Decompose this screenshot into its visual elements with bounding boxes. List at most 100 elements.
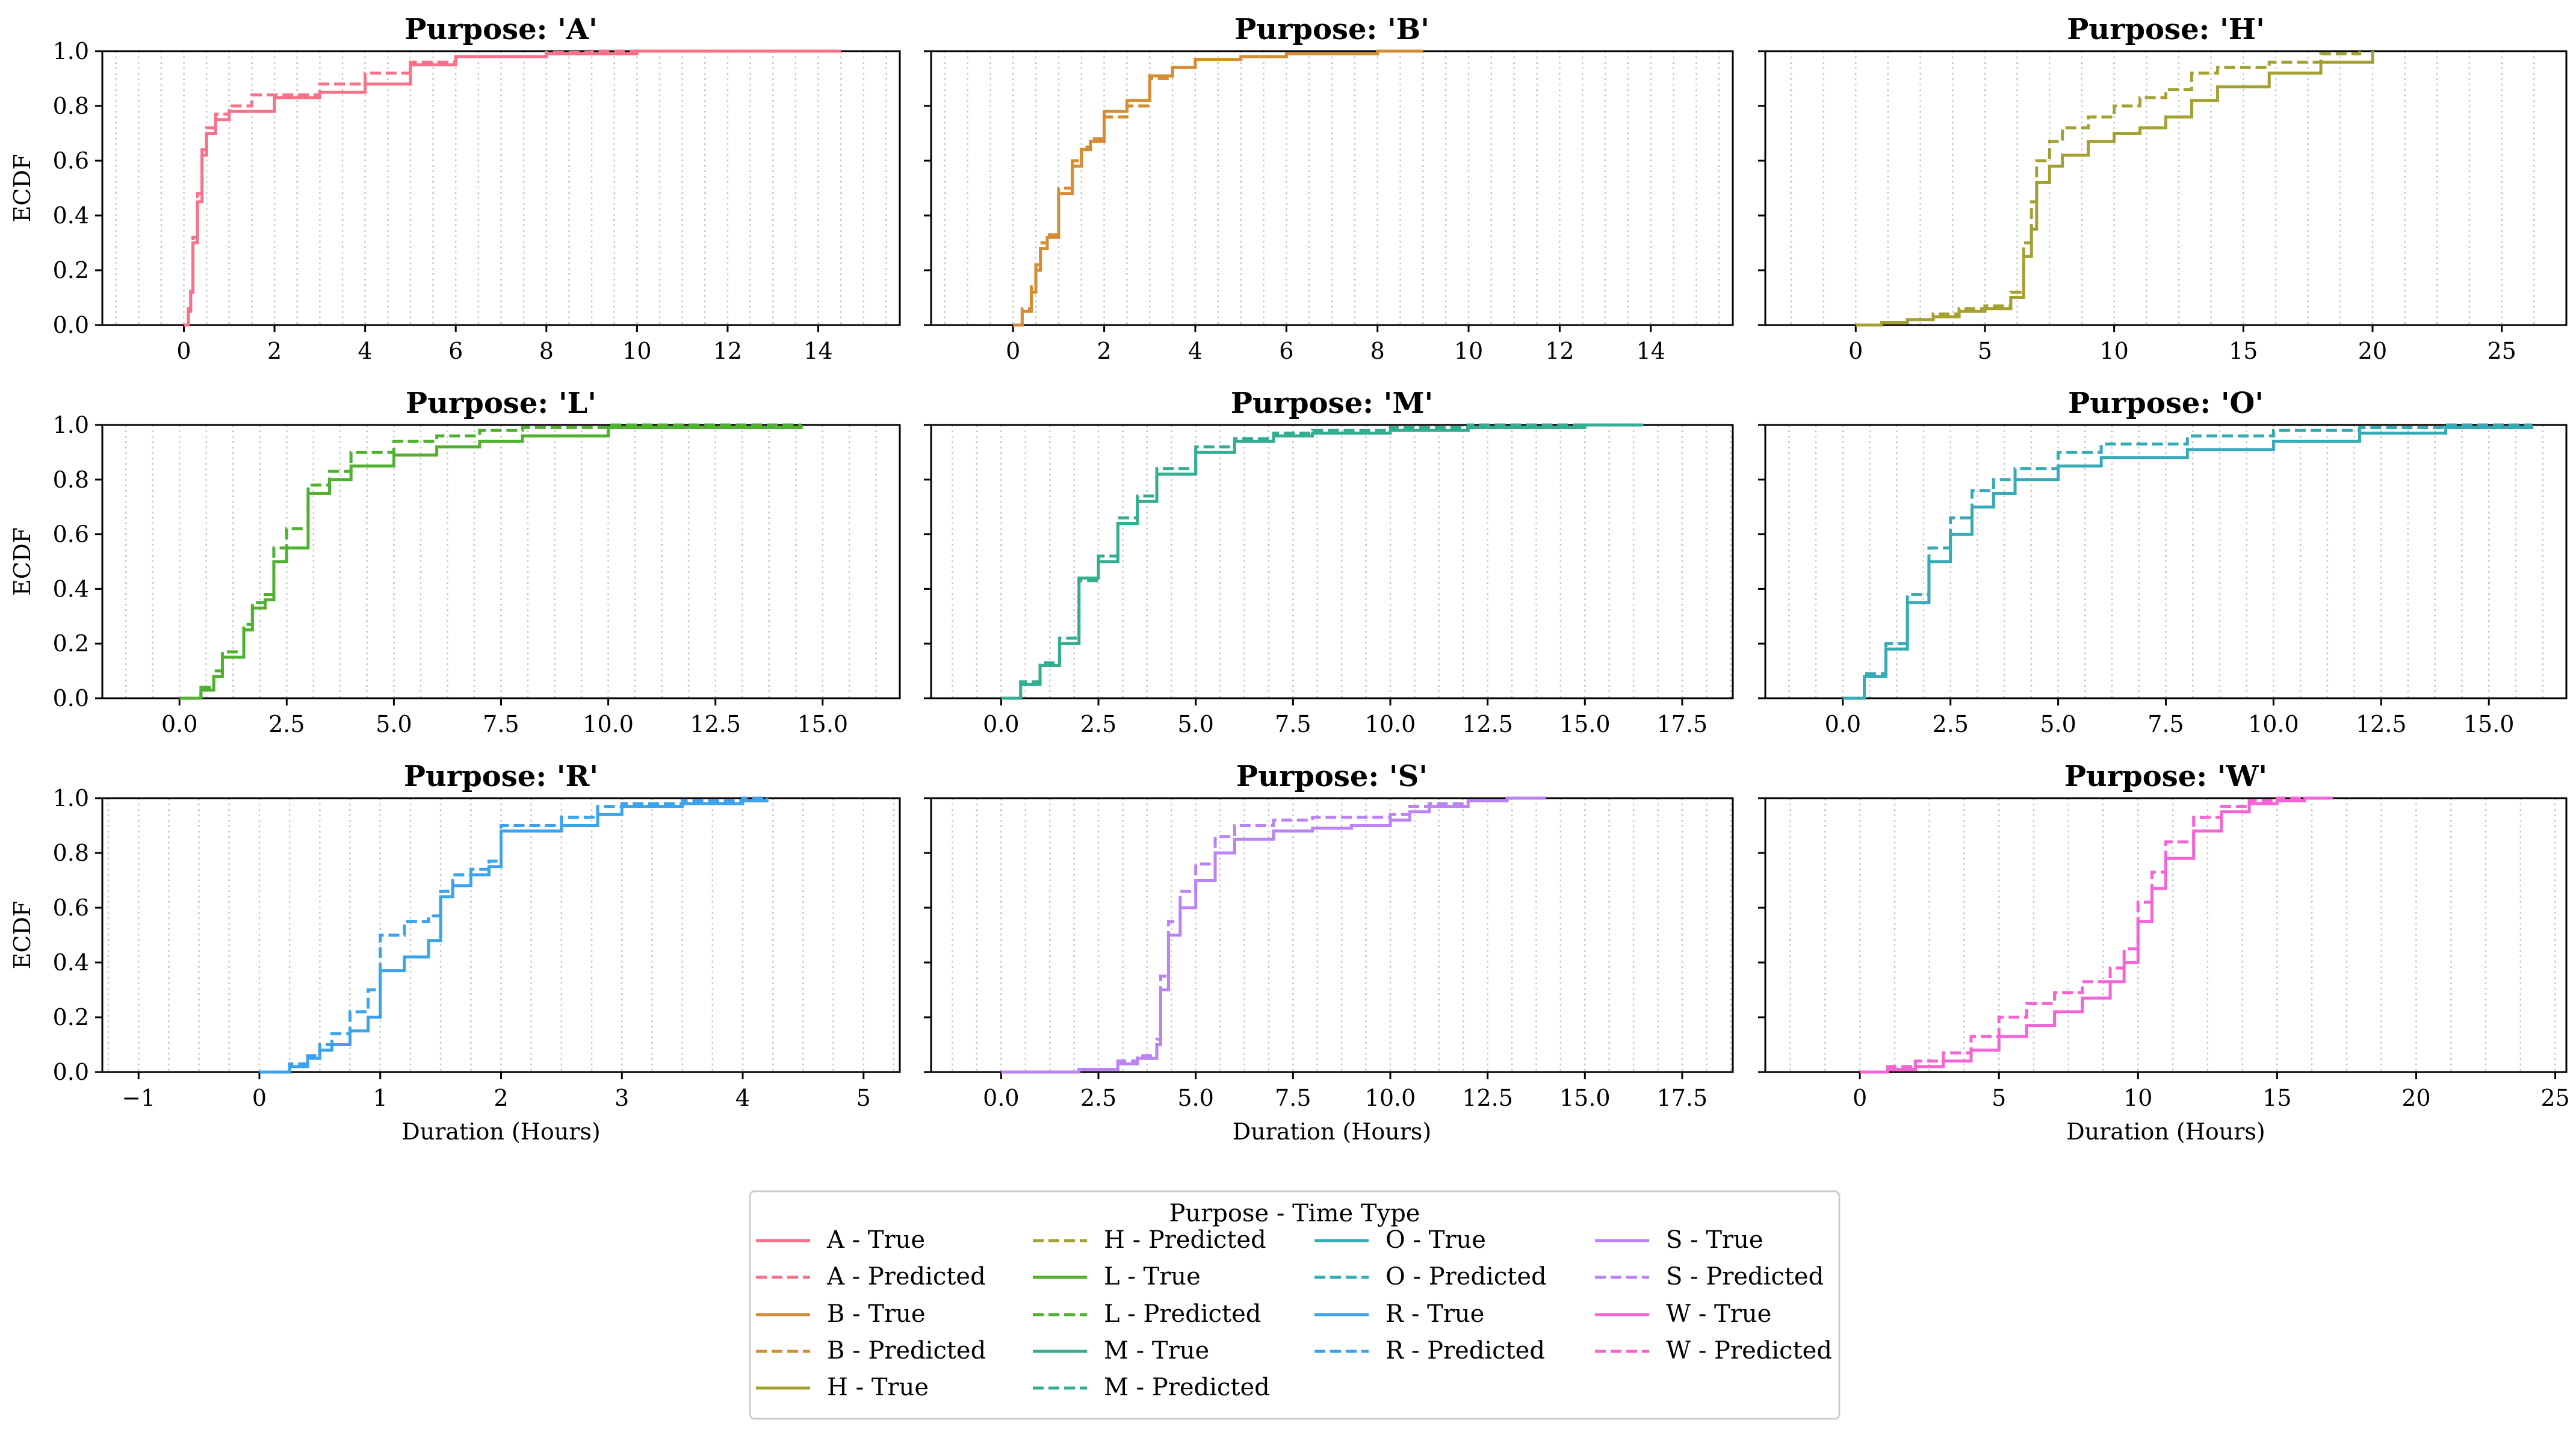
legend-entry-label: H - True (827, 1374, 929, 1401)
x-tick-label: 2.5 (1080, 711, 1116, 737)
grid-lines (952, 425, 1732, 698)
x-tick-label: 3 (615, 1085, 629, 1111)
legend-entry-label: L - True (1104, 1263, 1201, 1291)
x-tick-label: 6 (448, 338, 463, 364)
x-tick-label: 2.5 (1932, 711, 1968, 737)
x-tick-label: 15 (2229, 338, 2258, 364)
panel-title: Purpose: 'R' (404, 760, 598, 793)
y-tick-label: 0.0 (53, 312, 89, 338)
x-tick-label: 5 (1992, 1085, 2006, 1111)
panel: 0 5 10 15 20 25 Purpose: 'H' (1758, 13, 2568, 364)
legend-title: Purpose - Time Type (1169, 1200, 1420, 1227)
y-tick-label: 0.0 (53, 685, 89, 711)
x-tick-label: 15 (2262, 1085, 2291, 1111)
x-axis-label: Duration (Hours) (2066, 1118, 2265, 1145)
panel: 0 2 4 6 8 10 12 14 Purpose: 'B' (924, 13, 1734, 364)
x-tick-label: 5 (856, 1085, 871, 1111)
grid-lines (125, 425, 878, 698)
legend-entry-label: L - Predicted (1104, 1300, 1261, 1328)
x-tick-label: 2 (267, 338, 282, 364)
legend-entry-label: O - Predicted (1386, 1263, 1547, 1291)
legend-entry-label: B - True (827, 1300, 926, 1328)
panel: 0.0 2.5 5.0 7.5 10.0 12.5 15.0 Purpose: 'O' (1758, 386, 2568, 737)
series-true-line (1842, 425, 2534, 700)
x-tick-label: 15.0 (797, 711, 848, 737)
x-tick-label: 10.0 (2248, 711, 2299, 737)
y-tick-label: 0.4 (53, 949, 89, 976)
panel-title: Purpose: 'M' (1231, 386, 1433, 420)
panel: 0.0 2.5 5.0 7.5 10.0 12.5 15.0 17.5 Purpose: 'S'… (924, 760, 1734, 1145)
x-tick-label: 2.5 (1080, 1085, 1116, 1111)
panel-title: Purpose: 'W' (2064, 760, 2267, 793)
legend-entry-label: O - True (1386, 1226, 1486, 1254)
x-axis-label: Duration (Hours) (1233, 1118, 1431, 1145)
x-tick-label: 12 (713, 338, 742, 364)
y-tick-label: 0.8 (53, 840, 89, 866)
x-tick-label: −1 (122, 1085, 155, 1111)
x-tick-label: 10.0 (1365, 1085, 1416, 1111)
legend-entry-label: M - Predicted (1104, 1374, 1270, 1401)
x-tick-label: 7.5 (1275, 1085, 1311, 1111)
x-tick-label: 25 (2487, 338, 2516, 364)
x-tick-label: 12.5 (1462, 1085, 1513, 1111)
x-tick-label: 2.5 (268, 711, 305, 737)
series-predicted-line (1013, 49, 1423, 327)
x-tick-label: 10 (2123, 1085, 2152, 1111)
panel-title: Purpose: 'B' (1234, 13, 1429, 46)
series-true-line (184, 49, 841, 327)
panel-title: Purpose: 'S' (1236, 760, 1428, 793)
y-axis-label: ECDF (9, 901, 36, 970)
panel: 0 5 10 15 20 25 Purpose: 'W' Duration (Hours) (1758, 760, 2570, 1145)
grid-lines (1788, 425, 2543, 698)
series-predicted-line (1860, 796, 2333, 1074)
y-tick-label: 0.2 (53, 1004, 89, 1031)
panel: 0.0 2.5 5.0 7.5 10.0 12.5 15.0 17.5 Purpose: 'M' (924, 386, 1734, 737)
x-tick-label: 12.5 (1462, 711, 1513, 737)
x-tick-label: 2 (1097, 338, 1111, 364)
x-tick-label: 6 (1279, 338, 1293, 364)
x-tick-label: 0 (252, 1085, 267, 1111)
series-true-line (1860, 796, 2333, 1074)
x-tick-label: 1 (373, 1085, 388, 1111)
x-tick-label: 7.5 (483, 711, 519, 737)
y-tick-label: 0.8 (53, 466, 89, 493)
y-tick-label: 0.8 (53, 93, 89, 119)
x-tick-label: 10 (2099, 338, 2128, 364)
legend-entry-label: H - Predicted (1104, 1226, 1266, 1254)
y-tick-label: 0.4 (53, 575, 89, 602)
grid-lines (1789, 798, 2556, 1072)
series-predicted-line (1856, 51, 2362, 327)
x-tick-label: 4 (1188, 338, 1203, 364)
x-tick-label: 5.0 (1177, 1085, 1213, 1111)
panel: 0.0 2.5 5.0 7.5 10.0 12.5 15.0 0.0 0.2 0.4 0.6 0.8 1… (9, 386, 901, 737)
x-tick-label: 5.0 (376, 711, 412, 737)
y-tick-label: 0.4 (53, 202, 89, 229)
y-tick-label: 1.0 (53, 38, 89, 64)
panel-title: Purpose: 'A' (404, 13, 597, 46)
legend-entry-label: W - Predicted (1666, 1337, 1832, 1365)
series-predicted-line (1842, 423, 2532, 700)
panel-title: Purpose: 'L' (406, 386, 596, 420)
series-predicted-line (179, 423, 802, 700)
legend: Purpose - Time Type A - True A - Predicted… (749, 1190, 1841, 1420)
x-tick-label: 17.5 (1657, 711, 1708, 737)
legend-entry-label: W - True (1666, 1300, 1771, 1328)
x-tick-label: 7.5 (1275, 711, 1311, 737)
legend-entry-label: S - Predicted (1666, 1263, 1824, 1291)
legend-entry-label: M - True (1104, 1337, 1209, 1365)
series-true-line (179, 425, 803, 700)
x-tick-label: 0.0 (983, 1085, 1019, 1111)
axes-frame (930, 797, 1734, 1073)
series-predicted-line (184, 49, 841, 327)
x-tick-label: 5.0 (1177, 711, 1213, 737)
legend-entry-label: S - True (1666, 1226, 1763, 1254)
y-axis-label: ECDF (9, 154, 36, 223)
legend-entry-label: A - Predicted (826, 1263, 986, 1291)
y-tick-label: 1.0 (53, 785, 89, 811)
grid-lines (115, 51, 887, 325)
x-tick-label: 15.0 (1559, 711, 1611, 737)
x-tick-label: 4 (358, 338, 373, 364)
grid-lines (952, 798, 1732, 1072)
panel: 0 2 4 6 8 10 12 14 0.0 0.2 0.4 0.6 0.8 1.0 Purpose: 'A… (9, 13, 901, 364)
